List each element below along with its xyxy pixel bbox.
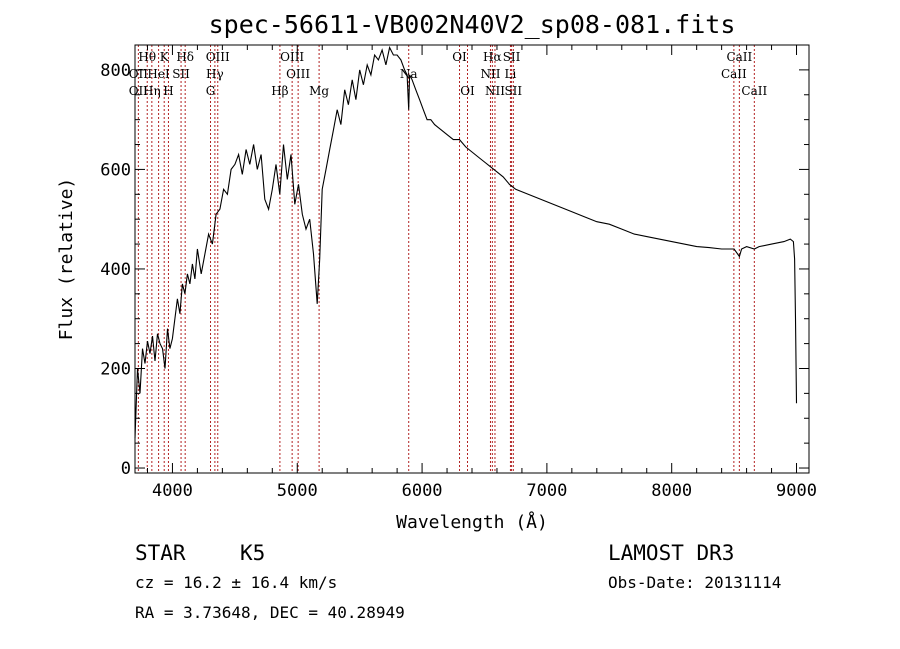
x-tick-label: 8000: [651, 481, 692, 501]
line-label-oii: OII: [129, 67, 149, 81]
x-tick-label: 7000: [526, 481, 567, 501]
x-tick-label: 4000: [152, 481, 193, 501]
line-label-h: H: [163, 84, 173, 98]
x-tick-label: 6000: [402, 481, 443, 501]
y-tick-label: 600: [100, 160, 131, 180]
object-class: STAR: [135, 541, 186, 565]
line-label-na: Na: [400, 67, 418, 81]
line-label-hδ: Hδ: [176, 50, 194, 64]
line-label-hei: HeI: [147, 67, 170, 81]
line-label-hα: Hα: [483, 50, 502, 64]
chart-title: spec-56611-VB002N40V2_sp08-081.fits: [209, 10, 736, 39]
line-label-oi: OI: [460, 84, 475, 98]
plot-frame: [134, 44, 810, 474]
line-label-hη: Hη: [143, 84, 161, 98]
line-label-nii: NII: [485, 84, 505, 98]
line-label-oi: OI: [452, 50, 467, 64]
line-label-sii: SII: [504, 84, 522, 98]
line-label-hγ: Hγ: [206, 67, 224, 81]
x-tick-label: 5000: [277, 481, 318, 501]
y-tick-label: 400: [100, 260, 131, 280]
line-label-caii: CaII: [721, 67, 747, 81]
spectrum-line: [134, 45, 798, 439]
x-tick-label: 9000: [776, 481, 817, 501]
line-label-oiii: OIII: [206, 50, 230, 64]
y-tick-label: 800: [100, 61, 131, 81]
line-label-k: K: [160, 50, 170, 64]
line-label-hβ: Hβ: [271, 84, 288, 98]
line-label-caii: CaII: [741, 84, 767, 98]
redshift-text: cz = 16.2 ± 16.4 km/s: [135, 573, 338, 592]
line-label-oiii: OIII: [286, 67, 310, 81]
y-tick-label: 0: [121, 459, 131, 479]
coordinates: RA = 3.73648, DEC = 40.28949: [135, 603, 405, 622]
spectral-line-markers: [137, 45, 755, 473]
line-label-sii: SII: [503, 50, 521, 64]
line-label-mg: Mg: [309, 84, 329, 98]
line-label-li: Li: [505, 67, 517, 81]
line-label-nii: NII: [480, 67, 500, 81]
line-label-oii: OII: [129, 84, 149, 98]
line-label-hθ: Hθ: [138, 50, 156, 64]
obs-date: Obs-Date: 20131114: [608, 573, 782, 592]
x-axis-label: Wavelength (Å): [396, 511, 548, 533]
line-label-caii: CaII: [726, 50, 752, 64]
line-label-oiii: OIII: [280, 50, 304, 64]
y-tick-label: 200: [100, 359, 131, 379]
y-axis-label: Flux (relative): [56, 178, 77, 341]
survey-name: LAMOST DR3: [608, 541, 735, 565]
subclass: K5: [240, 541, 266, 565]
line-label-g: G: [206, 84, 216, 98]
line-label-sii: SII: [172, 67, 190, 81]
axis-ticks: 4000 5000 6000 7000 8000 9000 0 200 400 600 800: [100, 45, 817, 501]
